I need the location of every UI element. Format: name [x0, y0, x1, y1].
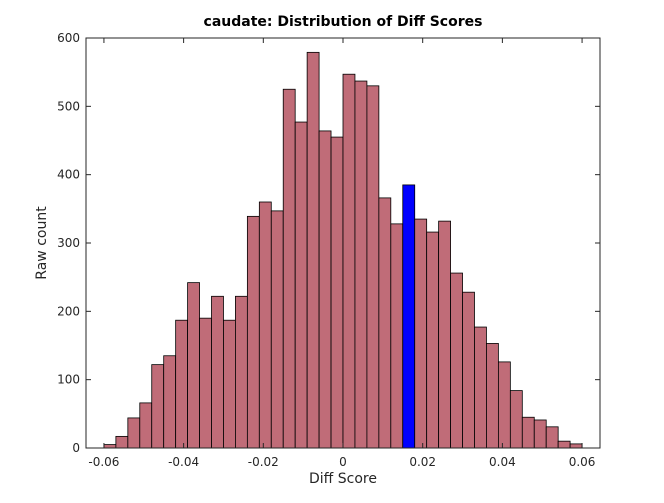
histogram-bar: [151, 364, 165, 449]
histogram-bar: [163, 355, 177, 449]
histogram-bar: [533, 419, 547, 449]
y-tick-label: 500: [57, 99, 80, 113]
histogram-bar: [306, 51, 320, 449]
histogram-bar: [414, 218, 428, 449]
histogram-bar: [199, 317, 212, 449]
histogram-bar: [211, 295, 224, 449]
histogram-bar: [486, 343, 499, 449]
histogram-bar: [318, 130, 332, 449]
x-axis-label: Diff Score: [309, 471, 377, 487]
y-tick-label: 300: [57, 236, 80, 250]
y-tick-label: 200: [57, 304, 80, 318]
histogram-bar: [246, 215, 260, 449]
x-tick-label: 0.06: [569, 455, 596, 469]
histogram-bar: [450, 272, 463, 449]
histogram-bar: [438, 220, 451, 449]
histogram-bar: [366, 85, 380, 449]
x-tick-label: 0.02: [409, 455, 436, 469]
y-tick-label: 100: [57, 373, 80, 387]
histogram-bar: [390, 223, 404, 449]
x-tick-label: -0.04: [168, 455, 199, 469]
histogram-bar: [545, 426, 559, 449]
histogram-bar: [474, 326, 487, 449]
axis-ticks: -0.06 -0.04 -0.02 0 0.02 0.04 0.06 0 100 200 300 40…: [57, 31, 600, 469]
chart-title: caudate: Distribution of Diff Scores: [203, 14, 483, 30]
y-tick-label: 400: [57, 168, 80, 182]
histogram-bar: [115, 435, 129, 449]
x-tick-label: 0: [339, 455, 347, 469]
x-tick-label: 0.04: [489, 455, 516, 469]
x-tick-label: -0.06: [88, 455, 119, 469]
histogram-bar: [235, 295, 248, 449]
histogram-bar: [330, 136, 344, 449]
histogram-bar: [139, 402, 153, 449]
x-tick-label: -0.02: [248, 455, 279, 469]
histogram-bar: [342, 73, 356, 449]
histogram-bar: [258, 201, 272, 449]
histogram-bar: [509, 390, 523, 449]
histogram-bar: [569, 443, 583, 449]
histogram-bar: [282, 88, 296, 449]
histogram-bar: [462, 291, 475, 449]
histogram-bar: [378, 197, 392, 449]
histogram-bar: [270, 210, 284, 449]
histogram-bar: [426, 231, 440, 449]
histogram-bar: [187, 282, 200, 449]
histogram-bar: [223, 319, 236, 449]
histogram-bar: [127, 417, 141, 449]
y-tick-label: 0: [72, 441, 80, 455]
histogram-bar: [175, 319, 188, 449]
histogram-bar: [557, 440, 571, 449]
highlighted-bar: [402, 184, 416, 449]
y-axis-label: Raw count: [34, 206, 50, 280]
y-tick-label: 600: [57, 31, 80, 45]
histogram-bar: [497, 361, 511, 449]
histogram-bar: [294, 121, 308, 449]
histogram-bar: [521, 416, 535, 449]
histogram-bar: [103, 444, 117, 449]
histogram-bar: [354, 80, 368, 449]
